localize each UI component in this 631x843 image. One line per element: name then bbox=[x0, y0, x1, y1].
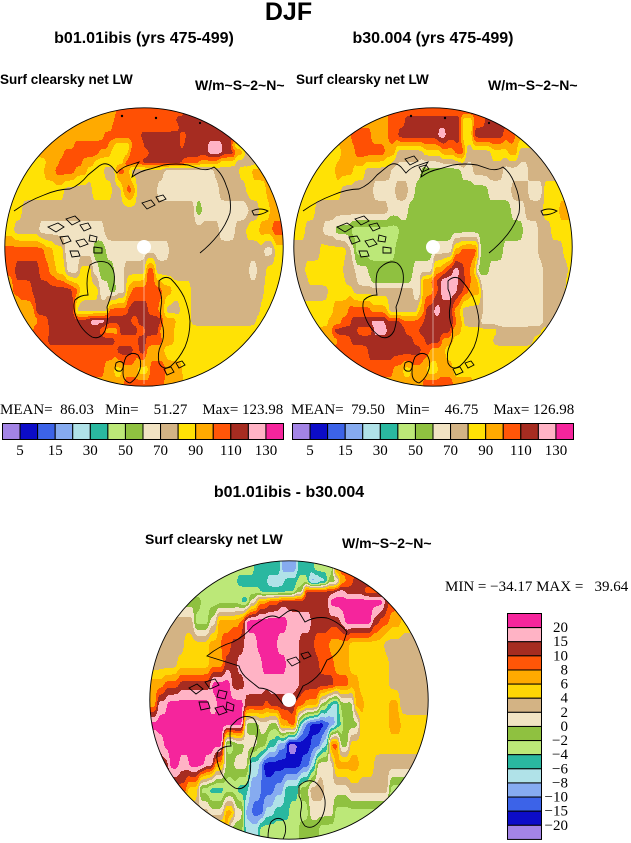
svg-text:2: 2 bbox=[561, 705, 569, 721]
svg-text:−10: −10 bbox=[545, 790, 568, 806]
svg-text:110: 110 bbox=[510, 443, 532, 459]
svg-text:−20: −20 bbox=[545, 818, 568, 834]
svg-text:50: 50 bbox=[408, 443, 423, 459]
svg-text:20: 20 bbox=[553, 620, 568, 636]
svg-text:110: 110 bbox=[220, 443, 242, 459]
svg-text:10: 10 bbox=[553, 648, 568, 664]
svg-text:6: 6 bbox=[561, 677, 569, 693]
svg-text:4: 4 bbox=[561, 691, 569, 707]
svg-text:8: 8 bbox=[561, 662, 569, 678]
svg-text:−15: −15 bbox=[545, 804, 568, 820]
svg-text:−2: −2 bbox=[552, 733, 568, 749]
svg-text:−8: −8 bbox=[552, 775, 568, 791]
svg-text:130: 130 bbox=[545, 443, 568, 459]
svg-text:90: 90 bbox=[188, 443, 203, 459]
svg-text:15: 15 bbox=[338, 443, 353, 459]
svg-text:5: 5 bbox=[16, 443, 24, 459]
svg-text:15: 15 bbox=[553, 634, 568, 650]
svg-text:30: 30 bbox=[373, 443, 388, 459]
svg-text:0: 0 bbox=[561, 719, 569, 735]
svg-text:15: 15 bbox=[48, 443, 63, 459]
svg-text:−6: −6 bbox=[552, 761, 568, 777]
svg-text:−4: −4 bbox=[552, 747, 568, 763]
svg-text:130: 130 bbox=[255, 443, 278, 459]
svg-text:90: 90 bbox=[478, 443, 493, 459]
svg-text:70: 70 bbox=[153, 443, 168, 459]
svg-text:5: 5 bbox=[306, 443, 314, 459]
svg-text:70: 70 bbox=[443, 443, 458, 459]
svg-text:50: 50 bbox=[118, 443, 133, 459]
svg-text:30: 30 bbox=[83, 443, 98, 459]
